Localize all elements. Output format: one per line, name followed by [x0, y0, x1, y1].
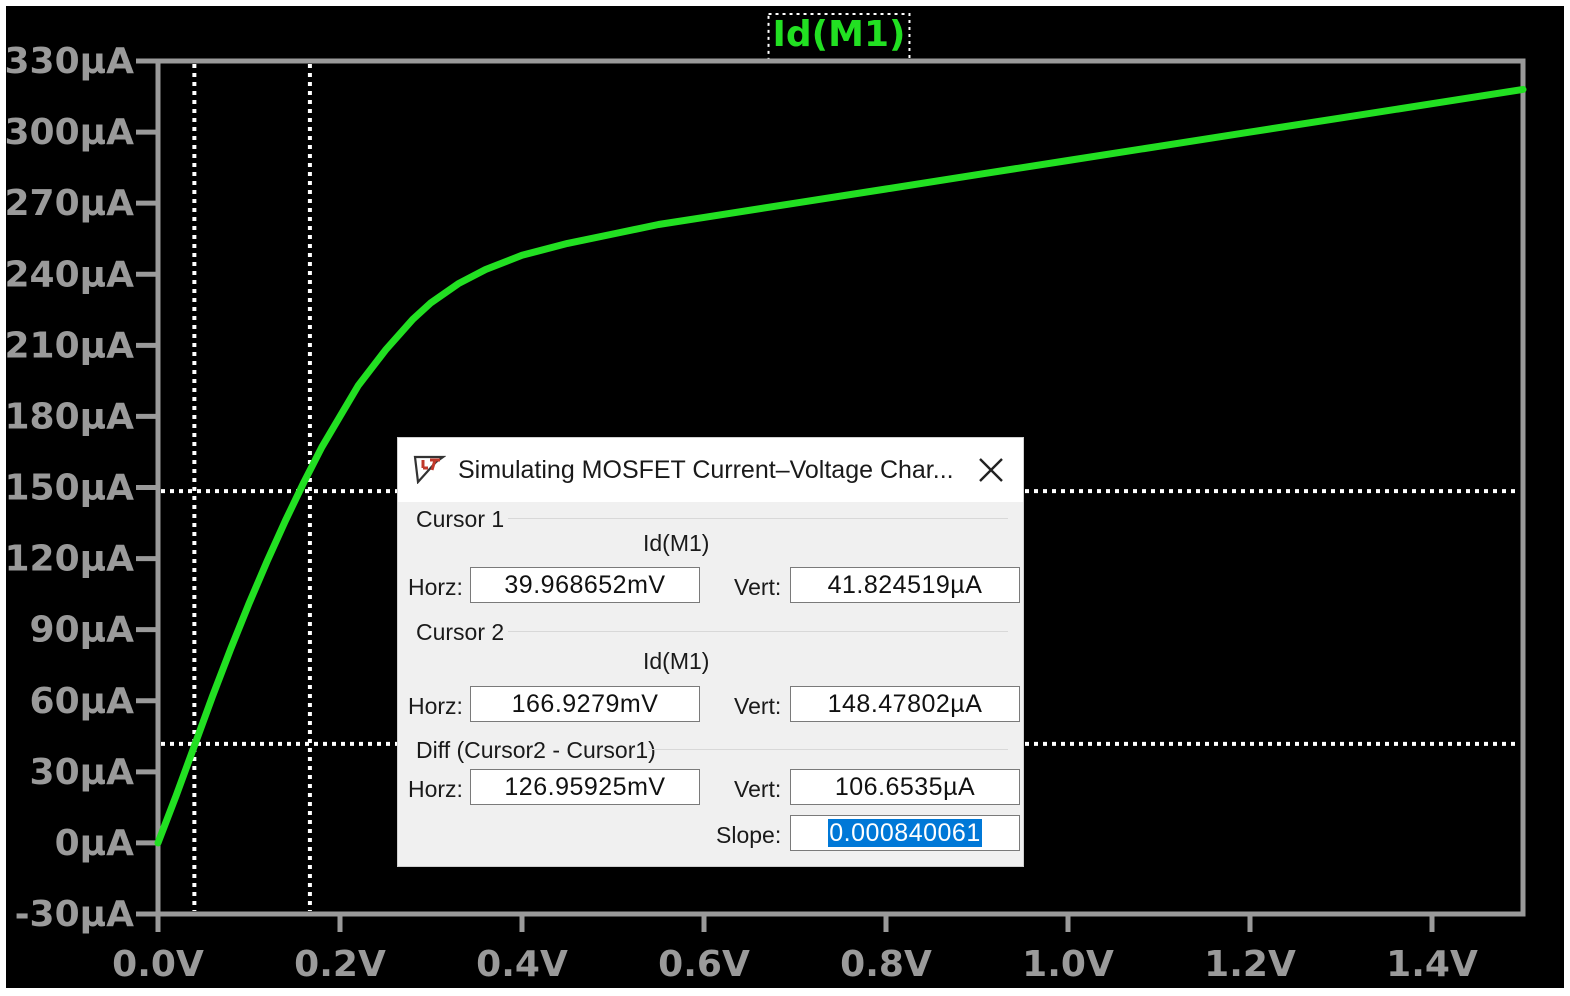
diff-horz-label: Horz: — [408, 776, 463, 802]
trace-title-label[interactable]: Id(M1) — [773, 14, 906, 55]
slope-field[interactable]: 0.000840061 — [790, 815, 1020, 851]
cursor2-horz-label: Horz: — [408, 693, 463, 719]
y-tick-label: 120µA — [6, 539, 134, 580]
diff-vert-field[interactable]: 106.6535µA — [790, 769, 1020, 805]
diff-group-divider — [648, 749, 1008, 750]
trace-id-m1[interactable] — [154, 85, 1527, 847]
close-icon[interactable] — [973, 452, 1009, 488]
cursor2-vert-label: Vert: — [734, 693, 782, 719]
cursor1-vert-label: Vert: — [734, 574, 782, 600]
cursor2-trace-label: Id(M1) — [643, 648, 710, 674]
y-tick-label: 300µA — [6, 112, 134, 153]
y-tick-label: 330µA — [6, 41, 134, 82]
waveform-plot[interactable]: Id(M1) 330µA 300µA 270µA 240µA 210µA 180µA 150… — [6, 6, 1564, 988]
y-tick-label: 240µA — [6, 254, 134, 295]
y-tick-label: 60µA — [30, 681, 135, 722]
x-tick-label: 0.4V — [476, 944, 568, 985]
y-tick-label: 30µA — [30, 752, 135, 793]
y-tick-label: 90µA — [30, 610, 135, 651]
y-tick-label: -30µA — [15, 894, 135, 935]
diff-vert-label: Vert: — [734, 776, 782, 802]
cursor1-group-divider — [508, 518, 1008, 519]
cursor2-group-label: Cursor 2 — [416, 619, 505, 645]
x-tick-label: 1.4V — [1386, 944, 1478, 985]
y-tick-label: 150µA — [6, 468, 134, 509]
cursor1-horz-field[interactable]: 39.968652mV — [470, 567, 700, 603]
ltspice-logo-icon — [413, 455, 446, 484]
x-tick-label: 0.8V — [840, 944, 932, 985]
y-tick-label: 180µA — [6, 396, 134, 437]
slope-label: Slope: — [716, 822, 782, 848]
dialog-titlebar[interactable]: Simulating MOSFET Current–Voltage Char..… — [398, 438, 1023, 502]
x-tick-label: 1.0V — [1022, 944, 1114, 985]
y-tick-label: 0µA — [55, 823, 135, 864]
cursor1-group-label: Cursor 1 — [416, 506, 505, 532]
dialog-title: Simulating MOSFET Current–Voltage Char..… — [458, 456, 954, 484]
cursor1-trace-label: Id(M1) — [643, 530, 710, 556]
cursor2-horz-field[interactable]: 166.9279mV — [470, 686, 700, 722]
y-tick-label: 210µA — [6, 325, 134, 366]
x-tick-label: 0.6V — [658, 944, 750, 985]
diff-horz-field[interactable]: 126.95925mV — [470, 769, 700, 805]
y-tick-label: 270µA — [6, 183, 134, 224]
cursor1-vert-field[interactable]: 41.824519µA — [790, 567, 1020, 603]
cursor2-vert-field[interactable]: 148.47802µA — [790, 686, 1020, 722]
x-tick-label: 1.2V — [1204, 944, 1296, 985]
cursor1-horz-label: Horz: — [408, 574, 463, 600]
cursor2-group-divider — [508, 631, 1008, 632]
x-tick-label: 0.0V — [112, 944, 204, 985]
slope-value-selected[interactable]: 0.000840061 — [828, 819, 982, 847]
trace-title-box — [767, 13, 911, 62]
cursor-readout-dialog[interactable]: Simulating MOSFET Current–Voltage Char..… — [397, 437, 1024, 867]
x-tick-label: 0.2V — [294, 944, 386, 985]
diff-group-label: Diff (Cursor2 - Cursor1) — [416, 737, 656, 763]
